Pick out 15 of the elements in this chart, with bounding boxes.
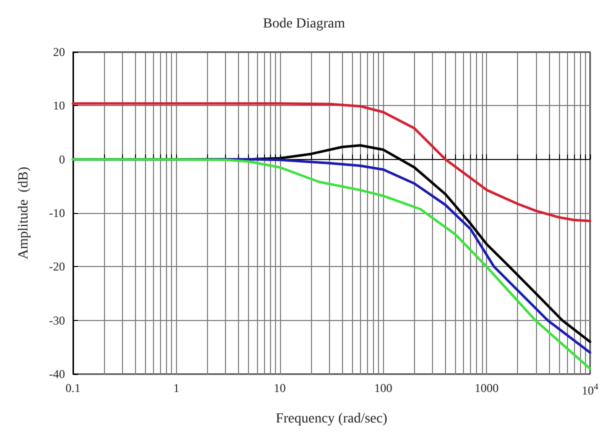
y-tick-label: -10 [49,206,65,220]
x-axis-title: Frequency (rad/sec) [276,412,388,426]
chart-title: Bode Diagram [262,16,346,32]
y-tick-label: -40 [49,367,65,381]
y-tick-label: 0 [59,152,65,166]
x-tick-label: 10 [274,381,286,395]
x-tick-label: 1 [173,381,180,395]
x-tick-label: 1000 [474,381,499,395]
x-tick-label: 100 [374,381,392,395]
y-tick-label: -30 [49,313,65,328]
y-tick-label: -20 [49,260,65,274]
y-tick-label: 10 [53,98,65,113]
x-tick-label: 0.1 [66,381,80,395]
y-axis-title: Amplitude (dB) [16,166,32,260]
y-tick-label: 20 [53,45,65,59]
